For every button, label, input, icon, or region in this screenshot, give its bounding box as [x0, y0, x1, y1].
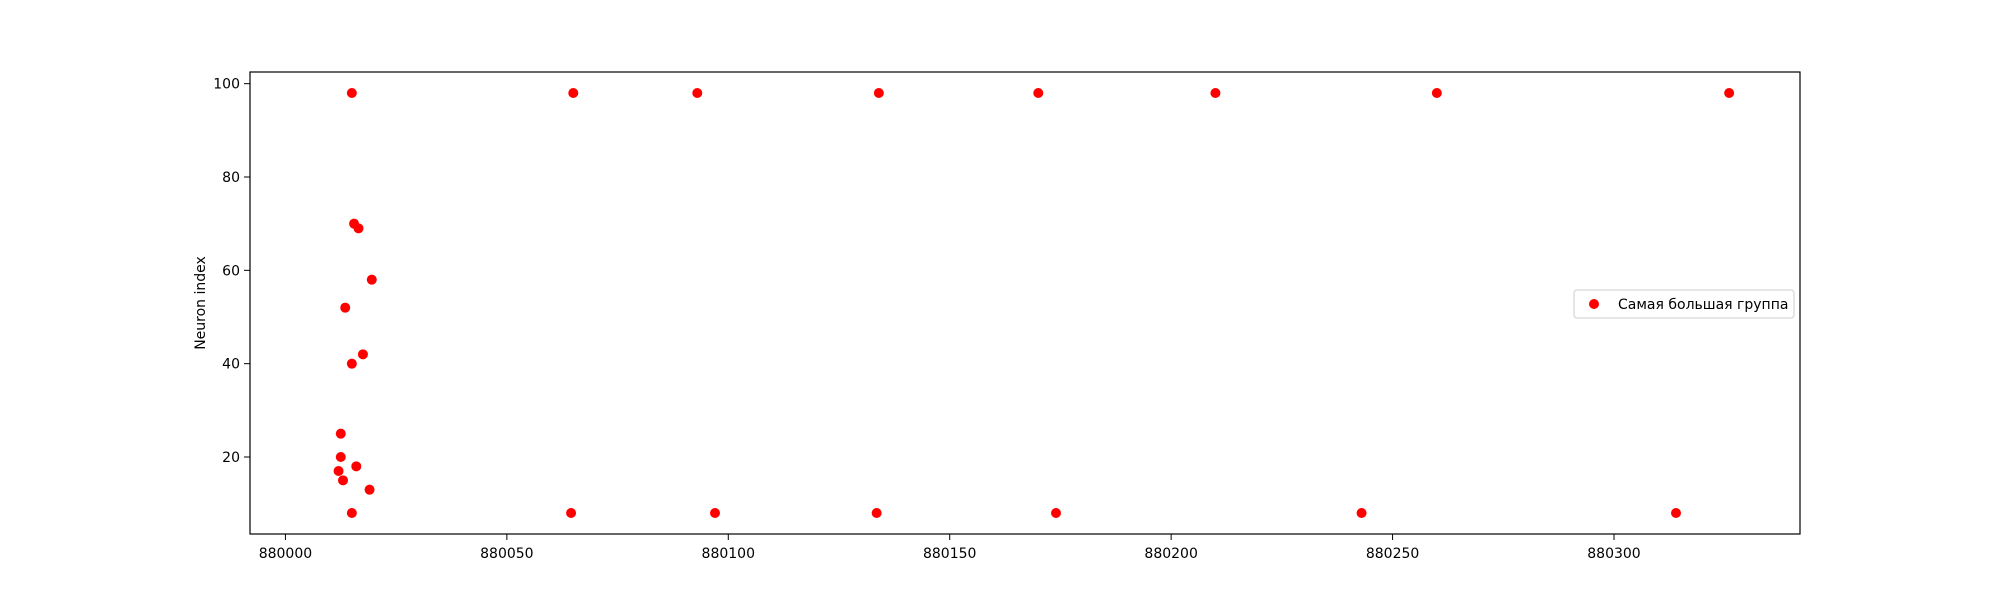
data-point — [1671, 508, 1681, 518]
x-tick-label: 880050 — [480, 546, 533, 562]
data-point — [335, 428, 346, 439]
x-tick-label: 880200 — [1144, 546, 1197, 562]
x-tick-label: 880300 — [1587, 546, 1640, 562]
data-point — [366, 274, 377, 285]
data-point — [351, 461, 362, 472]
legend-label: Самая большая группа — [1618, 297, 1788, 313]
data-point — [346, 88, 357, 98]
data-point — [871, 508, 882, 518]
data-point — [568, 88, 579, 98]
y-axis-label: Neuron index — [193, 256, 209, 350]
y-tick-label: 100 — [213, 77, 240, 93]
data-point — [357, 349, 368, 360]
data-point — [710, 508, 720, 518]
data-point — [1356, 508, 1367, 518]
x-tick-label: 880100 — [702, 546, 755, 562]
data-point — [353, 223, 364, 234]
y-tick-label: 80 — [222, 170, 240, 186]
data-point — [346, 508, 357, 518]
x-axis: 880000 880050 880100 880150 880200 880250 8803… — [259, 534, 1641, 562]
data-point — [335, 452, 346, 462]
legend-marker — [1589, 299, 1599, 309]
y-tick-label: 40 — [222, 357, 240, 373]
x-tick-label: 880150 — [923, 546, 976, 562]
y-axis: 20 40 60 80 100 — [213, 77, 250, 466]
data-point — [346, 358, 357, 369]
data-point — [364, 484, 375, 495]
data-point — [692, 88, 703, 98]
data-point — [1033, 88, 1044, 98]
y-tick-label: 60 — [222, 263, 240, 279]
data-point — [1051, 508, 1061, 518]
data-point — [1431, 88, 1442, 98]
data-point — [340, 302, 351, 313]
x-tick-label: 880250 — [1366, 546, 1419, 562]
x-tick-label: 880000 — [259, 546, 312, 562]
legend-box — [1573, 289, 1795, 319]
y-tick-label: 20 — [222, 450, 240, 466]
axes-frame — [249, 71, 1801, 535]
plot-area — [249, 71, 1801, 535]
data-point — [873, 88, 884, 98]
scatter-points — [333, 88, 1735, 518]
data-point — [338, 475, 348, 486]
data-point — [333, 466, 344, 476]
legend: Самая большая группа — [1573, 289, 1795, 319]
data-point — [566, 508, 577, 518]
data-point — [1724, 88, 1735, 98]
data-point — [1210, 88, 1221, 98]
